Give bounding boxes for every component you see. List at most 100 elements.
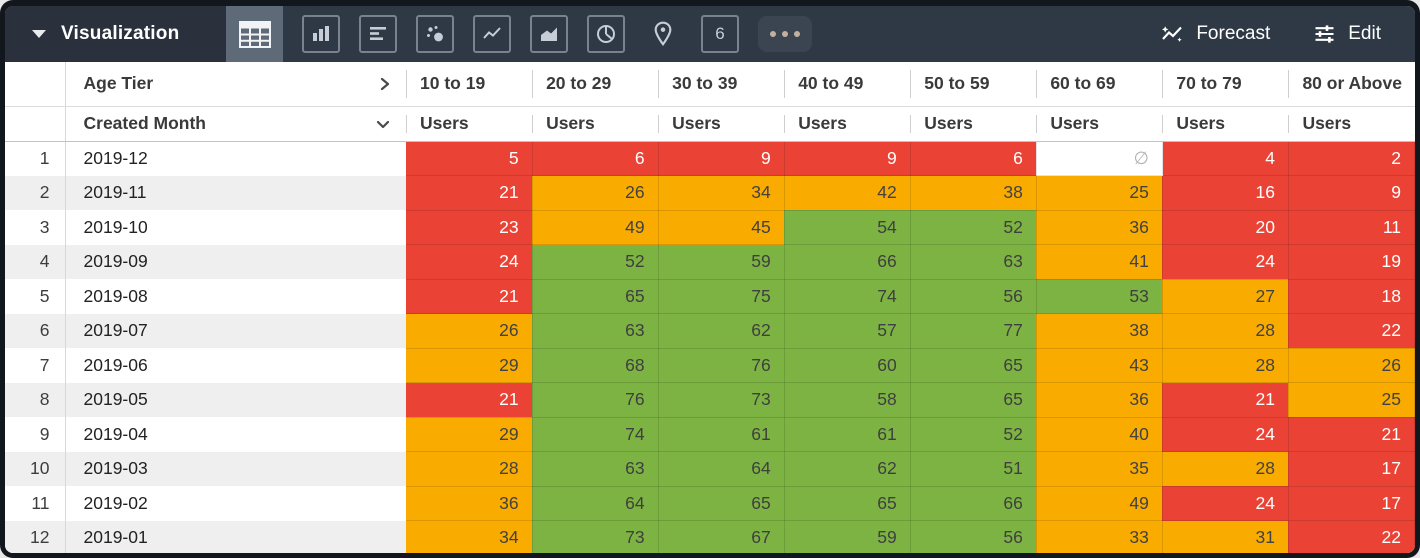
value-cell[interactable]: 21 [406,175,533,211]
value-cell[interactable]: 24 [1162,486,1289,521]
value-cell[interactable]: 26 [532,175,659,211]
value-cell[interactable]: 24 [1162,244,1289,280]
value-cell[interactable]: 56 [910,279,1037,314]
viz-type-single-value-button[interactable]: 6 [701,15,739,53]
value-cell[interactable]: 36 [406,486,533,521]
age-tier-column-header[interactable]: 60 to 69 [1036,62,1163,107]
viz-type-line-button[interactable] [473,15,511,53]
value-cell[interactable]: 63 [910,244,1037,280]
created-month-cell[interactable]: 2019-06 [65,348,406,383]
measure-column-header[interactable]: Users [532,106,659,142]
age-tier-column-header[interactable]: 50 to 59 [910,62,1037,107]
value-cell[interactable]: 60 [784,348,911,383]
value-cell[interactable]: 58 [784,382,911,418]
value-cell[interactable]: 61 [658,417,785,452]
value-cell[interactable]: 64 [532,486,659,521]
value-cell[interactable]: 74 [784,279,911,314]
created-month-cell[interactable]: 2019-10 [65,210,406,245]
value-cell[interactable]: 54 [784,210,911,245]
created-month-cell[interactable]: 2019-09 [65,244,406,279]
value-cell[interactable]: 57 [784,313,911,349]
value-cell[interactable]: 9 [1288,175,1415,211]
created-month-cell[interactable]: 2019-02 [65,486,406,521]
measure-column-header[interactable]: Users [1036,106,1163,142]
viz-type-bar-button[interactable] [302,15,340,53]
value-cell[interactable]: 18 [1288,279,1415,314]
value-cell[interactable]: 62 [784,451,911,487]
value-cell[interactable]: 22 [1288,520,1415,553]
value-cell[interactable]: 5 [406,141,533,176]
value-cell[interactable]: 64 [658,451,785,487]
age-tier-column-header[interactable]: 80 or Above [1288,62,1415,107]
viz-type-table-button[interactable] [226,6,283,62]
value-cell[interactable]: 29 [406,348,533,383]
created-month-cell[interactable]: 2019-08 [65,279,406,314]
value-cell[interactable]: 27 [1162,279,1289,314]
value-cell[interactable]: 9 [784,141,911,176]
viz-type-row-chart-button[interactable] [359,15,397,53]
value-cell[interactable]: 34 [658,175,785,211]
value-cell[interactable]: 28 [1162,313,1289,349]
value-cell[interactable]: 76 [532,382,659,418]
value-cell[interactable]: 59 [658,244,785,280]
forecast-button[interactable]: Forecast [1159,22,1270,46]
value-cell[interactable]: 42 [784,175,911,211]
measure-column-header[interactable]: Users [1162,106,1289,142]
value-cell[interactable]: 23 [406,210,533,245]
value-cell[interactable]: 65 [910,382,1037,418]
value-cell[interactable]: 65 [532,279,659,314]
value-cell[interactable]: 56 [910,520,1037,553]
value-cell[interactable]: 68 [532,348,659,383]
value-cell[interactable]: 67 [658,520,785,553]
value-cell[interactable]: 20 [1162,210,1289,245]
visualization-section-toggle[interactable]: Visualization [5,6,226,62]
age-tier-column-header[interactable]: 70 to 79 [1162,62,1289,107]
viz-type-pie-button[interactable] [587,15,625,53]
value-cell[interactable]: 6 [532,141,659,176]
created-month-cell[interactable]: 2019-05 [65,382,406,417]
value-cell[interactable]: 74 [532,417,659,452]
value-cell[interactable]: 45 [658,210,785,245]
created-month-cell[interactable]: 2019-04 [65,417,406,452]
value-cell[interactable]: 2 [1288,141,1415,176]
created-month-cell[interactable]: 2019-12 [65,141,406,176]
value-cell[interactable]: 65 [910,348,1037,383]
value-cell[interactable]: 41 [1036,244,1163,280]
value-cell[interactable]: 73 [658,382,785,418]
value-cell[interactable]: 16 [1162,175,1289,211]
value-cell[interactable]: 35 [1036,451,1163,487]
value-cell[interactable]: 76 [658,348,785,383]
value-cell[interactable]: 24 [1162,417,1289,452]
value-cell[interactable]: 25 [1036,175,1163,211]
pivot-field-header[interactable]: Age Tier [65,62,406,107]
value-cell[interactable]: 25 [1288,382,1415,418]
value-cell[interactable]: 49 [532,210,659,245]
value-cell[interactable]: 65 [658,486,785,521]
value-cell[interactable]: 36 [1036,382,1163,418]
value-cell[interactable]: 21 [1162,382,1289,418]
created-month-cell[interactable]: 2019-03 [65,451,406,486]
value-cell[interactable]: 52 [532,244,659,280]
edit-button[interactable]: Edit [1312,22,1381,46]
value-cell[interactable]: 4 [1162,141,1289,176]
age-tier-column-header[interactable]: 20 to 29 [532,62,659,107]
value-cell[interactable]: 52 [910,210,1037,245]
value-cell[interactable]: 31 [1162,520,1289,553]
value-cell[interactable]: 51 [910,451,1037,487]
value-cell[interactable]: 21 [406,279,533,314]
value-cell[interactable]: 6 [910,141,1037,176]
viz-type-map-button[interactable] [644,15,682,53]
value-cell[interactable]: 26 [1288,348,1415,383]
value-cell[interactable]: 59 [784,520,911,553]
age-tier-column-header[interactable]: 30 to 39 [658,62,785,107]
age-tier-column-header[interactable]: 40 to 49 [784,62,911,107]
value-cell[interactable]: 17 [1288,486,1415,521]
value-cell[interactable]: 66 [910,486,1037,521]
value-cell[interactable]: 36 [1036,210,1163,245]
value-cell[interactable]: 75 [658,279,785,314]
value-cell[interactable]: 38 [1036,313,1163,349]
value-cell[interactable]: 28 [406,451,533,487]
more-viz-types-button[interactable] [758,16,812,52]
value-cell[interactable]: 73 [532,520,659,553]
value-cell[interactable]: 61 [784,417,911,452]
